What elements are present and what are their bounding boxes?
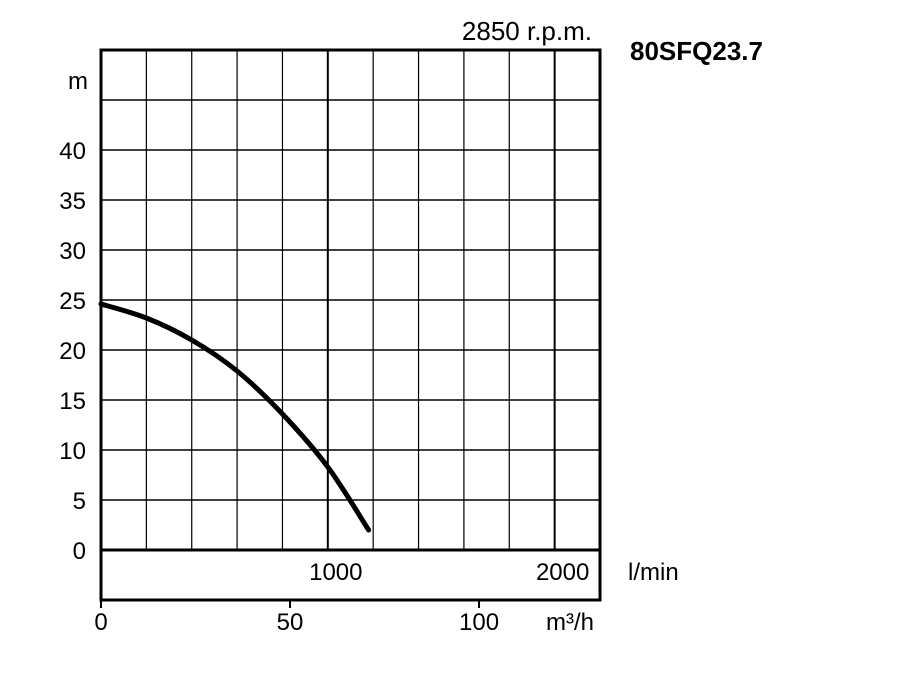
x-unit-lmin-label: l/min (628, 559, 679, 586)
x-tick-label-lmin: 2000 (536, 559, 589, 586)
x-tick-label-lmin: 1000 (309, 559, 362, 586)
y-tick-label: 10 (59, 438, 86, 465)
x-tick-label-m3h: 0 (94, 609, 107, 636)
x-tick-label-m3h: 50 (277, 609, 304, 636)
grid-lines (101, 50, 600, 550)
y-tick-label: 5 (73, 488, 86, 515)
y-tick-labels: 0 5 10 15 20 25 30 35 40 (59, 138, 86, 565)
y-tick-label: 40 (59, 138, 86, 165)
y-tick-label: 30 (59, 238, 86, 265)
x-tick-label-m3h: 100 (459, 609, 499, 636)
y-tick-label: 35 (59, 188, 86, 215)
flow-scale-box (99, 548, 602, 602)
x-tick-labels: 1000 2000 0 50 100 (94, 559, 589, 636)
y-tick-label: 20 (59, 338, 86, 365)
speed-label: 2850 r.p.m. (462, 16, 592, 46)
head-flow-curve (98, 301, 372, 533)
y-tick-label: 25 (59, 288, 86, 315)
model-label: 80SFQ23.7 (630, 36, 763, 66)
y-tick-label: 15 (59, 388, 86, 415)
y-unit-label: m (68, 68, 88, 95)
x-unit-m3h-label: m³/h (546, 609, 594, 636)
y-tick-label: 0 (73, 538, 86, 565)
